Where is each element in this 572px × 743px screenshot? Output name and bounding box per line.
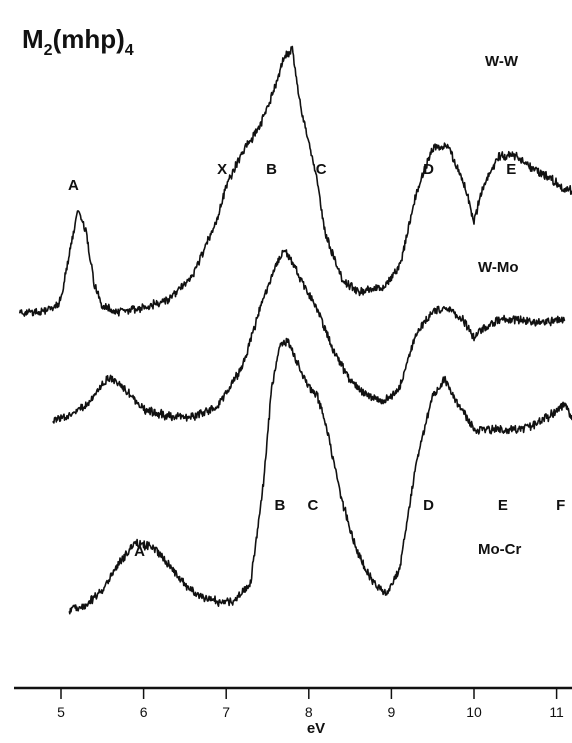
x-tick-label: 5 — [57, 704, 65, 720]
peak-label: E — [506, 161, 516, 178]
series-trace-w-w — [18, 45, 572, 317]
x-ticks: 5 6 7 8 9 10 11 — [57, 688, 564, 720]
peak-labels: A X B C D E A B C D E F — [68, 161, 565, 560]
peak-label: C — [307, 497, 318, 514]
chart-title: M2(mhp)4 — [22, 24, 134, 59]
peak-label: X — [217, 161, 227, 178]
x-tick-label: 6 — [140, 704, 148, 720]
x-tick-label: 7 — [222, 704, 230, 720]
x-axis-label: eV — [307, 720, 325, 737]
peak-label: A — [68, 177, 79, 194]
series-label: W-W — [485, 53, 519, 70]
peak-label: D — [423, 497, 434, 514]
x-tick-label: 8 — [305, 704, 313, 720]
x-tick-label: 11 — [549, 704, 564, 720]
series-label: Mo-Cr — [478, 541, 521, 558]
peak-label: E — [498, 497, 508, 514]
series-trace-mo-cr — [68, 337, 572, 615]
peak-label: B — [274, 497, 285, 514]
peak-label: B — [266, 161, 277, 178]
peak-label: D — [423, 161, 434, 178]
peak-label: F — [556, 497, 565, 514]
series-trace-w-mo — [52, 249, 566, 424]
peak-label: A — [134, 543, 145, 560]
x-tick-label: 10 — [466, 704, 482, 720]
series-label: W-Mo — [478, 259, 519, 276]
peak-label: C — [316, 161, 327, 178]
spectrum-traces — [18, 45, 572, 615]
series-labels: W-W W-Mo Mo-Cr — [478, 53, 521, 558]
x-tick-label: 9 — [388, 704, 396, 720]
